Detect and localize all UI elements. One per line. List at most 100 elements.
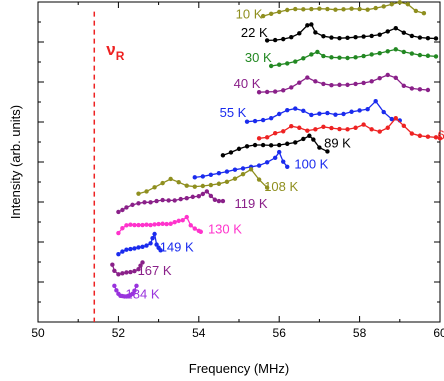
series-65k xyxy=(256,115,443,141)
data-point-108k xyxy=(144,189,149,194)
data-point-89k xyxy=(285,141,290,146)
data-point-108k xyxy=(176,179,181,185)
x-axis-title: Frequency (MHz) xyxy=(189,361,289,376)
data-point-22k xyxy=(313,30,318,35)
data-point-40k xyxy=(385,72,390,78)
data-point-22k xyxy=(297,31,302,36)
data-point-119k xyxy=(136,201,141,206)
data-point-130k xyxy=(140,222,145,228)
data-point-30k xyxy=(353,55,358,60)
data-point-65k xyxy=(409,131,415,136)
data-point-22k xyxy=(281,36,286,42)
x-tick-label: 52 xyxy=(112,326,126,340)
data-point-108k xyxy=(160,180,165,186)
data-point-108k xyxy=(200,183,206,189)
data-point-119k xyxy=(142,200,147,205)
data-point-65k xyxy=(345,127,350,132)
data-point-55k xyxy=(317,111,322,116)
data-point-40k xyxy=(329,83,334,88)
data-point-130k xyxy=(120,226,125,231)
data-point-30k xyxy=(393,47,398,52)
data-point-100k xyxy=(224,169,230,174)
data-point-149k xyxy=(140,244,145,249)
data-point-100k xyxy=(200,174,206,179)
data-point-167k xyxy=(140,260,145,265)
data-point-108k xyxy=(168,176,173,182)
data-point-10k xyxy=(421,11,427,16)
series-label-167k: 167 K xyxy=(138,263,172,278)
data-point-22k xyxy=(309,22,314,27)
data-point-10k xyxy=(285,7,290,13)
series-40k xyxy=(256,72,431,95)
data-point-65k xyxy=(433,135,439,140)
data-point-30k xyxy=(377,51,382,56)
data-point-65k xyxy=(353,125,358,130)
data-point-10k xyxy=(357,6,362,12)
data-point-89k xyxy=(236,146,242,152)
data-point-10k xyxy=(301,7,306,12)
data-point-10k xyxy=(397,0,402,5)
series-label-55k: 55 K xyxy=(220,105,247,120)
data-point-149k xyxy=(124,247,129,252)
data-point-22k xyxy=(353,35,358,40)
data-point-22k xyxy=(337,35,342,41)
data-point-130k xyxy=(168,221,173,226)
data-point-55k xyxy=(365,107,370,112)
data-point-108k xyxy=(208,182,214,188)
data-point-108k xyxy=(240,171,246,177)
data-point-108k xyxy=(216,181,222,186)
data-point-10k xyxy=(373,5,378,11)
data-point-130k xyxy=(164,221,169,227)
data-point-119k xyxy=(220,198,226,204)
data-point-30k xyxy=(385,49,390,54)
data-point-22k xyxy=(409,33,415,39)
data-point-30k xyxy=(301,56,306,61)
data-point-167k xyxy=(128,269,133,275)
data-point-100k xyxy=(208,172,214,177)
series-184k xyxy=(112,283,139,299)
data-point-100k xyxy=(277,149,282,155)
data-point-65k xyxy=(305,128,310,133)
data-point-130k xyxy=(172,219,177,225)
data-point-119k xyxy=(130,202,135,208)
data-point-10k xyxy=(277,9,282,15)
data-point-30k xyxy=(329,55,334,60)
data-point-108k xyxy=(192,184,197,189)
series-group xyxy=(110,0,443,299)
data-point-30k xyxy=(337,55,342,60)
data-point-184k xyxy=(130,291,135,297)
data-point-119k xyxy=(148,200,153,205)
data-point-40k xyxy=(289,85,294,90)
data-point-40k xyxy=(337,82,342,88)
data-point-130k xyxy=(148,222,153,228)
data-point-149k xyxy=(116,251,121,257)
data-point-55k xyxy=(252,118,258,124)
data-point-40k xyxy=(345,82,350,88)
data-point-30k xyxy=(409,51,415,56)
data-point-184k xyxy=(112,283,117,289)
data-point-22k xyxy=(401,30,407,35)
data-point-30k xyxy=(277,62,282,67)
data-point-65k xyxy=(272,131,278,136)
series-label-108k: 108 K xyxy=(264,179,298,194)
data-point-22k xyxy=(369,33,374,39)
data-point-130k xyxy=(188,223,193,228)
data-point-100k xyxy=(264,160,270,165)
data-point-119k xyxy=(172,198,177,203)
data-point-30k xyxy=(293,59,298,64)
data-point-22k xyxy=(385,29,390,34)
data-point-10k xyxy=(317,6,322,11)
data-point-55k xyxy=(268,115,274,121)
data-point-55k xyxy=(325,110,330,116)
series-label-149k: 149 K xyxy=(160,239,194,254)
data-point-40k xyxy=(409,86,415,91)
data-point-22k xyxy=(321,34,326,39)
data-point-30k xyxy=(425,53,431,58)
data-point-130k xyxy=(176,218,181,224)
data-point-40k xyxy=(272,89,278,94)
series-label-184k: 184 K xyxy=(126,287,160,302)
data-point-65k xyxy=(401,123,407,129)
data-point-130k xyxy=(136,222,141,228)
data-point-89k xyxy=(220,153,226,158)
series-line-40k xyxy=(259,74,428,93)
